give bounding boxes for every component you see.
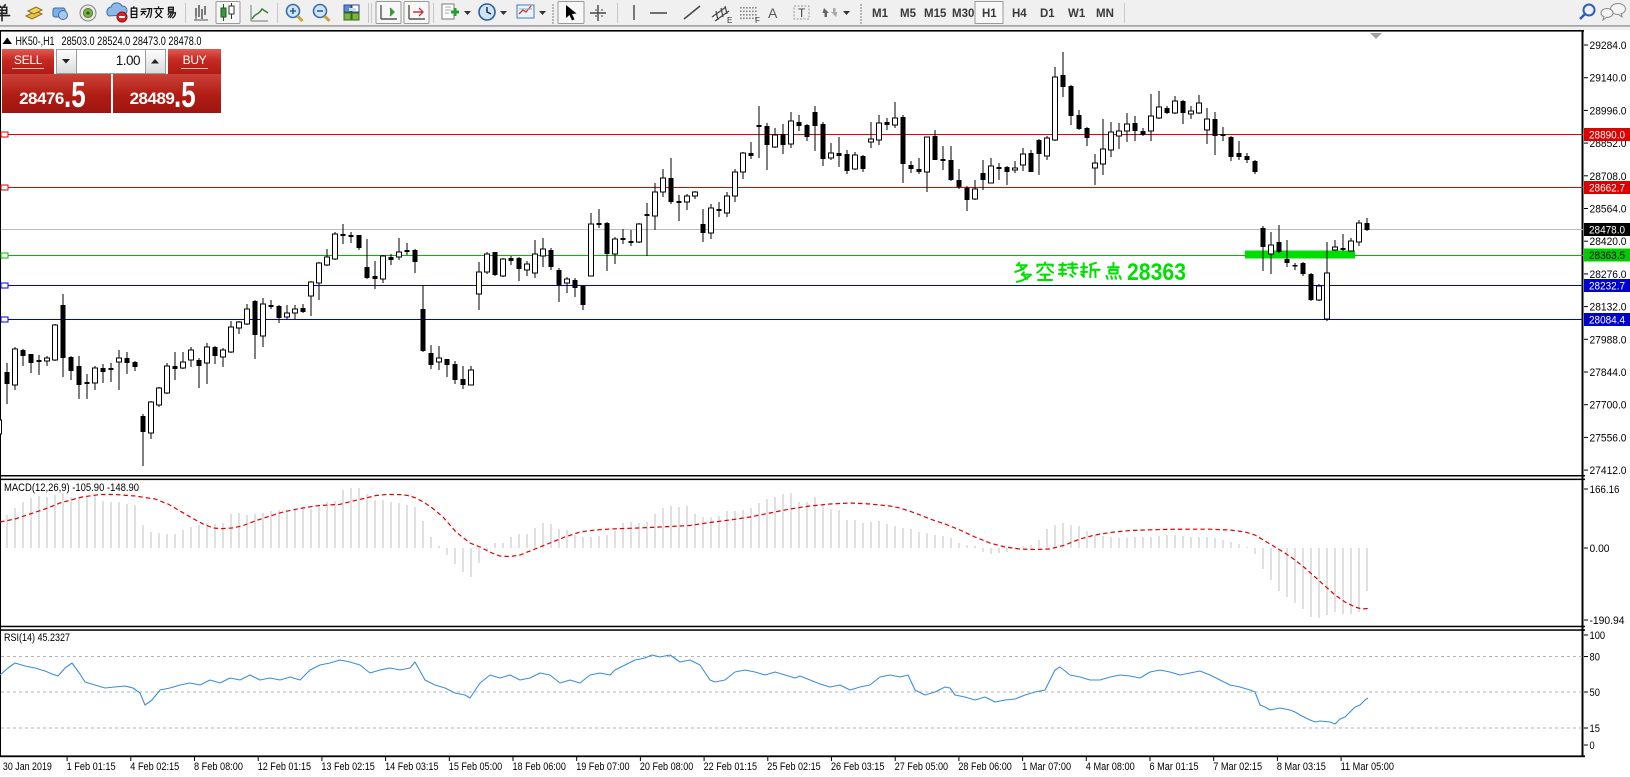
svg-text:27844.0: 27844.0 — [1590, 367, 1627, 379]
svg-text:28232.7: 28232.7 — [1589, 281, 1625, 293]
svg-text:11 Mar 05:00: 11 Mar 05:00 — [1341, 761, 1394, 773]
svg-text:H4: H4 — [1012, 8, 1027, 20]
svg-text:15: 15 — [1590, 723, 1600, 735]
svg-text:28662.7: 28662.7 — [1589, 183, 1625, 195]
svg-text:22 Feb 01:15: 22 Feb 01:15 — [704, 761, 757, 773]
svg-text:27412.0: 27412.0 — [1590, 465, 1627, 477]
svg-text:M5: M5 — [900, 8, 917, 20]
svg-text:1 Feb 01:15: 1 Feb 01:15 — [67, 761, 116, 773]
svg-text:13 Feb 02:15: 13 Feb 02:15 — [321, 761, 374, 773]
svg-text:20 Feb 08:00: 20 Feb 08:00 — [640, 761, 693, 773]
svg-text:MN: MN — [1096, 8, 1114, 20]
svg-text:M15: M15 — [924, 8, 947, 20]
svg-text:28503.0 28524.0 28473.0 28478.: 28503.0 28524.0 28473.0 28478.0 — [62, 34, 202, 48]
svg-text:E: E — [727, 16, 732, 25]
svg-text:12 Feb 01:15: 12 Feb 01:15 — [258, 761, 311, 773]
svg-text:W1: W1 — [1068, 8, 1086, 20]
svg-text:A: A — [768, 5, 778, 21]
svg-text:RSI(14) 45.2327: RSI(14) 45.2327 — [4, 632, 70, 644]
svg-text:M1: M1 — [872, 8, 889, 20]
svg-text:15 Feb 05:00: 15 Feb 05:00 — [449, 761, 502, 773]
svg-text:28 Feb 06:00: 28 Feb 06:00 — [958, 761, 1011, 773]
svg-text:HK50-,H1: HK50-,H1 — [16, 34, 55, 48]
svg-text:80: 80 — [1590, 652, 1600, 664]
svg-text:28708.0: 28708.0 — [1590, 171, 1627, 183]
svg-text:T: T — [798, 6, 806, 20]
svg-text:6 Mar 01:15: 6 Mar 01:15 — [1150, 761, 1199, 773]
svg-text:19 Feb 07:00: 19 Feb 07:00 — [576, 761, 629, 773]
svg-text:28132.0: 28132.0 — [1590, 302, 1627, 314]
svg-text:H1: H1 — [982, 8, 997, 20]
svg-text:26 Feb 03:15: 26 Feb 03:15 — [831, 761, 884, 773]
svg-text:27 Feb 05:00: 27 Feb 05:00 — [895, 761, 948, 773]
svg-text:27700.0: 27700.0 — [1590, 400, 1627, 412]
svg-text:1 Mar 07:00: 1 Mar 07:00 — [1022, 761, 1071, 773]
svg-text:8 Feb 08:00: 8 Feb 08:00 — [194, 761, 243, 773]
svg-text:8 Mar 03:15: 8 Mar 03:15 — [1277, 761, 1326, 773]
svg-text:0.00: 0.00 — [1590, 543, 1610, 555]
svg-text:M30: M30 — [952, 8, 974, 20]
svg-text:14 Feb 03:15: 14 Feb 03:15 — [385, 761, 438, 773]
svg-text:100: 100 — [1590, 630, 1606, 642]
svg-text:28564.0: 28564.0 — [1590, 203, 1627, 215]
svg-text:30 Jan 2019: 30 Jan 2019 — [3, 761, 52, 773]
svg-text:18 Feb 06:00: 18 Feb 06:00 — [513, 761, 566, 773]
svg-text:29140.0: 29140.0 — [1590, 73, 1627, 85]
svg-text:-190.94: -190.94 — [1590, 615, 1625, 627]
svg-text:28084.4: 28084.4 — [1589, 315, 1625, 327]
svg-text:4 Feb 02:15: 4 Feb 02:15 — [130, 761, 179, 773]
svg-text:25 Feb 02:15: 25 Feb 02:15 — [767, 761, 820, 773]
svg-text:28420.0: 28420.0 — [1590, 236, 1627, 248]
svg-text:28996.0: 28996.0 — [1590, 105, 1627, 117]
svg-text:4 Mar 08:00: 4 Mar 08:00 — [1086, 761, 1135, 773]
svg-text:28478.0: 28478.0 — [1589, 225, 1625, 237]
svg-text:28363: 28363 — [1127, 259, 1186, 286]
svg-text:28276.0: 28276.0 — [1590, 269, 1627, 281]
svg-text:29284.0: 29284.0 — [1590, 40, 1627, 52]
svg-text:50: 50 — [1590, 687, 1600, 699]
svg-text:7 Mar 02:15: 7 Mar 02:15 — [1213, 761, 1262, 773]
svg-text:28852.0: 28852.0 — [1590, 138, 1627, 150]
svg-text:27988.0: 27988.0 — [1590, 334, 1627, 346]
svg-text:27556.0: 27556.0 — [1590, 432, 1627, 444]
svg-text:F: F — [755, 16, 760, 25]
svg-text:MACD(12,26,9) -105.90 -148.90: MACD(12,26,9) -105.90 -148.90 — [4, 482, 139, 494]
svg-text:D1: D1 — [1040, 8, 1055, 20]
svg-text:0: 0 — [1590, 740, 1595, 752]
svg-text:28363.5: 28363.5 — [1589, 250, 1625, 262]
svg-text:166.16: 166.16 — [1590, 484, 1620, 496]
svg-text:28890.0: 28890.0 — [1589, 130, 1625, 142]
